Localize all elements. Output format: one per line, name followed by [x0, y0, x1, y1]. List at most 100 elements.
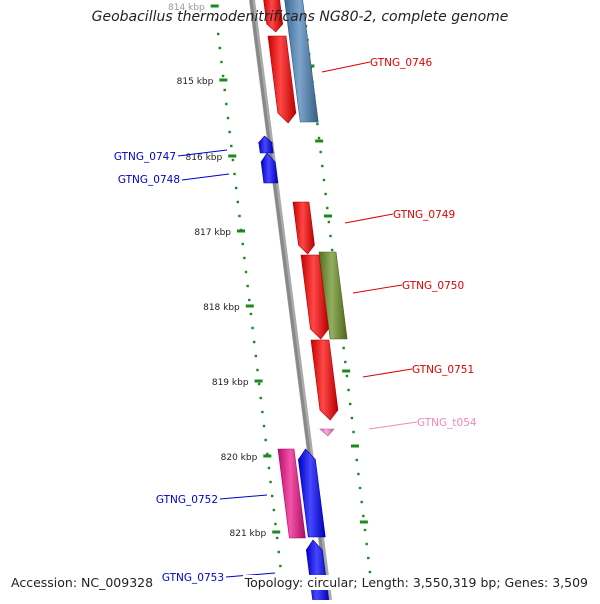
right-major-tick	[342, 369, 351, 373]
tick-dot	[363, 528, 367, 532]
callout-line-gtng-0752	[219, 494, 268, 500]
tick-dot	[274, 522, 277, 526]
kbp-major-tick	[237, 229, 246, 233]
tick-dot	[243, 256, 246, 260]
tick-dot	[238, 214, 241, 218]
gene-red-top	[263, 0, 284, 33]
kbp-label: 818 kbp	[203, 303, 240, 313]
kbp-label: 814 kbp	[168, 3, 205, 13]
gene-label-gtng-0752: GTNG_0752	[156, 494, 218, 506]
gene-red-top-body	[263, 0, 284, 33]
gene-gtng-0749-body	[292, 201, 315, 255]
tick-dot	[261, 410, 264, 414]
gene-label-gtng-0751: GTNG_0751	[412, 364, 474, 376]
right-major-tick	[350, 444, 359, 448]
gene-gtng-0746	[284, 0, 319, 123]
tick-dot	[271, 494, 274, 498]
kbp-major-tick	[210, 4, 219, 8]
tick-dot	[228, 130, 231, 134]
tick-dot	[275, 536, 279, 540]
tick-dot	[241, 242, 244, 246]
gene-gtng-t054	[319, 428, 335, 437]
tick-dot	[342, 346, 345, 350]
gene-label-gtng-0749: GTNG_0749	[393, 209, 455, 221]
gene-gtng-0751-body	[310, 339, 339, 421]
tick-dot	[234, 186, 238, 190]
tick-dot	[246, 284, 249, 288]
tick-dot	[349, 402, 352, 406]
callout-line-gtng-0751	[362, 368, 413, 378]
tick-dot	[327, 220, 331, 224]
callout-line-gtng-t054	[368, 421, 418, 430]
gene-blue-0752b-body	[297, 448, 326, 538]
tick-dot	[266, 452, 269, 456]
gene-label-gtng-0748: GTNG_0748	[118, 174, 180, 186]
right-major-tick	[315, 139, 324, 143]
tick-dot	[215, 18, 218, 22]
tick-dot	[226, 116, 230, 120]
tick-dot	[330, 248, 334, 252]
kbp-label: 817 kbp	[194, 228, 231, 238]
tick-dot	[365, 542, 368, 546]
kbp-label: 815 kbp	[177, 77, 214, 87]
kbp-major-tick	[245, 304, 254, 308]
tick-dot	[244, 270, 248, 274]
tick-dot	[225, 102, 228, 106]
gene-gtng-0748	[260, 152, 279, 184]
tick-dot	[230, 144, 233, 148]
kbp-label: 816 kbp	[186, 153, 223, 163]
tick-dot	[319, 150, 322, 154]
right-major-tick	[359, 520, 368, 524]
tick-dot	[357, 472, 360, 476]
tick-dot	[358, 486, 362, 490]
tick-dot	[326, 206, 329, 210]
tick-dot	[262, 424, 266, 428]
gene-red-0745	[267, 35, 297, 124]
tick-dot	[231, 158, 235, 162]
tick-dot	[360, 500, 363, 504]
tick-dot	[368, 570, 372, 574]
tick-dot	[249, 312, 253, 316]
tick-dot	[269, 480, 272, 484]
tick-dot	[264, 438, 267, 442]
gene-label-gtng-t054: GTNG_t054	[417, 417, 477, 429]
tick-dot	[352, 430, 355, 434]
kbp-label: 819 kbp	[212, 378, 249, 388]
kbp-major-tick	[228, 154, 237, 158]
kbp-label: 820 kbp	[221, 453, 258, 463]
tick-dot	[322, 178, 326, 182]
tick-dot	[347, 388, 350, 392]
gene-blue-0752b	[297, 448, 326, 538]
gene-gtng-0751	[310, 339, 339, 421]
tick-dot	[324, 192, 327, 196]
tick-dot	[259, 396, 262, 400]
tick-dot	[233, 172, 236, 176]
kbp-major-tick	[263, 454, 272, 458]
tick-dot	[216, 32, 220, 36]
tick-dot	[329, 234, 332, 238]
gene-gtng-0746-body	[284, 0, 319, 123]
callout-line-gtng-0746	[321, 61, 371, 73]
tick-dot	[251, 326, 254, 330]
tick-dot	[272, 508, 276, 512]
gene-gtng-0752-body	[277, 448, 306, 539]
gene-label-gtng-0747: GTNG_0747	[114, 151, 176, 163]
tick-dot	[218, 46, 222, 50]
gene-gtng-0750-body	[318, 251, 348, 340]
tick-dot	[248, 298, 251, 302]
kbp-major-tick	[219, 78, 228, 82]
tick-dot	[279, 564, 282, 568]
tick-dot	[321, 164, 324, 168]
gene-gtng-0748-body	[260, 152, 279, 184]
callout-line-gtng-0747	[177, 149, 228, 157]
genome-title: Geobacillus thermodenitrificans NG80-2, …	[91, 9, 509, 25]
tick-dot	[317, 136, 321, 140]
accession-text: Accession: NC_009328	[9, 575, 156, 590]
left-tick-track	[213, 4, 284, 582]
gene-gtng-0749	[292, 201, 315, 255]
gene-label-gtng-0746: GTNG_0746	[370, 57, 432, 69]
gene-label-gtng-0750: GTNG_0750	[402, 280, 464, 292]
right-major-tick	[323, 214, 332, 218]
